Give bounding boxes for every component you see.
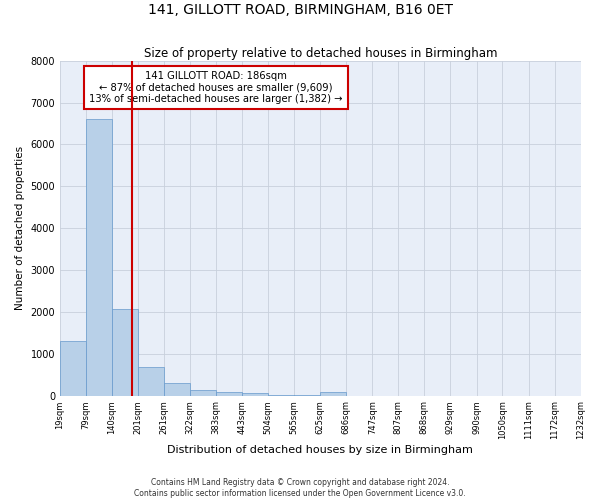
Title: Size of property relative to detached houses in Birmingham: Size of property relative to detached ho… bbox=[143, 46, 497, 60]
Bar bbox=[138, 367, 164, 396]
Bar bbox=[60, 341, 86, 396]
Bar bbox=[86, 120, 112, 396]
Bar bbox=[190, 390, 216, 396]
Y-axis label: Number of detached properties: Number of detached properties bbox=[15, 146, 25, 310]
Bar bbox=[217, 392, 242, 396]
Text: 141 GILLOTT ROAD: 186sqm
← 87% of detached houses are smaller (9,609)
13% of sem: 141 GILLOTT ROAD: 186sqm ← 87% of detach… bbox=[89, 70, 343, 104]
Bar bbox=[164, 384, 190, 396]
Bar bbox=[112, 308, 138, 396]
Text: 141, GILLOTT ROAD, BIRMINGHAM, B16 0ET: 141, GILLOTT ROAD, BIRMINGHAM, B16 0ET bbox=[148, 2, 452, 16]
X-axis label: Distribution of detached houses by size in Birmingham: Distribution of detached houses by size … bbox=[167, 445, 473, 455]
Text: Contains HM Land Registry data © Crown copyright and database right 2024.
Contai: Contains HM Land Registry data © Crown c… bbox=[134, 478, 466, 498]
Bar bbox=[320, 392, 346, 396]
Bar bbox=[242, 393, 268, 396]
